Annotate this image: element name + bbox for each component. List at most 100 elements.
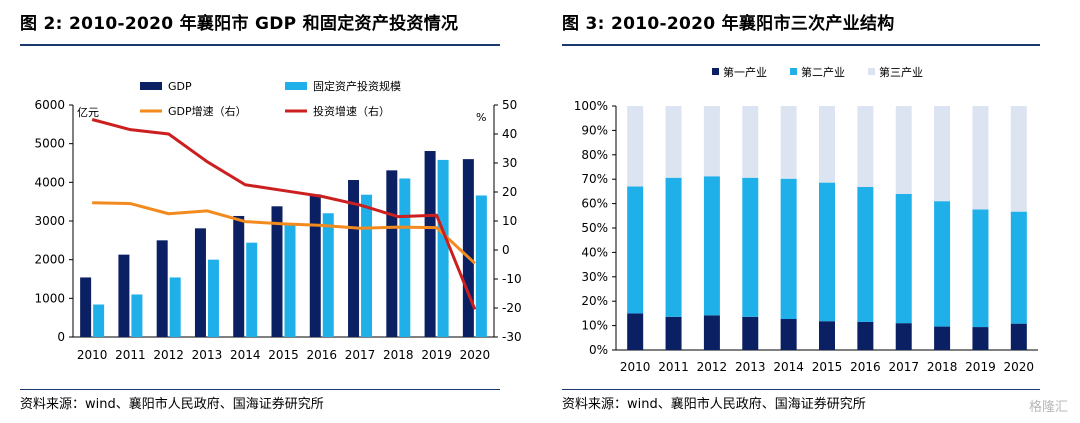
stack-segment-2-2017	[895, 193, 912, 324]
stack-segment-1-2015	[819, 321, 835, 350]
stack-segment-3-2017	[895, 106, 912, 194]
legend-swatch	[790, 68, 797, 75]
bar-gdp-2017	[348, 180, 360, 337]
right-tick-label: 20	[502, 185, 517, 199]
left-tick-label: 4000	[34, 175, 65, 189]
right-axis-unit: %	[476, 111, 486, 124]
source-rule-left	[20, 389, 500, 390]
stack-segment-1-2010	[627, 313, 644, 350]
stack-segment-3-2010	[627, 106, 644, 187]
left-tick-label: 0	[57, 330, 65, 344]
y-tick-label: 60%	[581, 197, 608, 211]
bar-gdp-2014	[233, 215, 245, 337]
right-tick-label: -30	[502, 330, 522, 344]
x-tick-label: 2014	[773, 360, 804, 374]
x-tick-label: 2016	[850, 360, 881, 374]
x-tick-label: 2020	[460, 348, 491, 362]
legend-label: 第二产业	[801, 65, 845, 79]
stack-segment-3-2013	[742, 106, 759, 178]
bar-gdp-2010	[80, 277, 92, 337]
line-gdp-growth	[92, 201, 476, 265]
bar-investment-2015	[284, 224, 296, 337]
bar-investment-2018	[399, 178, 411, 337]
right-tick-label: -10	[502, 272, 522, 286]
panel-industry-structure: 图 3: 2010-2020 年襄阳市三次产业结构 0% 10% 20% 30% 40%…	[560, 0, 1080, 423]
stack-segment-2-2018	[934, 201, 951, 327]
x-tick-label: 2013	[192, 348, 223, 362]
x-tick-label: 2010	[620, 360, 651, 374]
left-tick-label: 5000	[34, 137, 65, 151]
stack-segment-3-2019	[972, 106, 989, 210]
y-tick-label: 20%	[581, 294, 608, 308]
stack-segment-2-2014	[780, 178, 797, 320]
bar-gdp-2019	[424, 151, 436, 337]
bar-gdp-2015	[271, 206, 283, 337]
bar-investment-2012	[169, 277, 181, 337]
industry-structure-chart: 0% 10% 20% 30% 40% 50% 60% 70% 80% 90% 100% 2010 201…	[574, 65, 1038, 374]
x-tick-label: 2012	[697, 360, 728, 374]
right-tick-label: 10	[502, 214, 517, 228]
stack-segment-1-2014	[780, 319, 797, 350]
title-rule-left	[20, 44, 500, 46]
source-note-right: 资料来源：wind、襄阳市人民政府、国海证券研究所	[562, 397, 866, 412]
stack-segment-2-2011	[665, 177, 682, 317]
left-tick-label: 2000	[34, 253, 65, 267]
x-tick-label: 2015	[812, 360, 843, 374]
legend-label: 第三产业	[879, 65, 923, 79]
bar-investment-2020	[475, 195, 487, 337]
bar-investment-2017	[361, 194, 373, 337]
right-tick-label: -20	[502, 301, 522, 315]
source-note-left: 资料来源：wind、襄阳市人民政府、国海证券研究所	[20, 397, 324, 412]
stack-segment-3-2012	[703, 106, 720, 177]
legend-swatch	[868, 68, 875, 75]
stack-segment-1-2011	[665, 316, 682, 350]
y-tick-label: 40%	[581, 245, 608, 259]
right-tick-label: 30	[502, 156, 517, 170]
watermark: 格隆汇	[1028, 400, 1068, 415]
gdp-investment-chart: 0 1000 2000 3000 4000 5000 6000 -30 -20 -10 0 10 20 3…	[34, 79, 522, 362]
bar-gdp-2018	[386, 170, 398, 337]
panel-gdp-investment: 图 2: 2010-2020 年襄阳市 GDP 和固定资产投资情况 0 1000 2…	[0, 0, 522, 423]
stack-segment-2-2019	[972, 209, 989, 328]
stack-segment-1-2018	[934, 326, 951, 350]
x-tick-label: 2011	[115, 348, 146, 362]
y-tick-label: 50%	[581, 221, 608, 235]
legend-swatch	[285, 82, 307, 90]
x-tick-label: 2016	[306, 348, 337, 362]
y-tick-label: 10%	[581, 319, 608, 333]
x-tick-label: 2019	[965, 360, 996, 374]
legend-label: 固定资产投资规模	[313, 79, 401, 93]
stack-segment-2-2015	[819, 182, 835, 322]
x-tick-label: 2018	[927, 360, 958, 374]
left-tick-label: 3000	[34, 214, 65, 228]
stack-segment-3-2014	[780, 106, 797, 179]
x-tick-label: 2011	[658, 360, 689, 374]
title-rule-right	[562, 44, 1040, 46]
left-axis-unit: 亿元	[77, 106, 99, 119]
stack-segment-1-2012	[703, 315, 720, 350]
line-investment-growth	[91, 118, 477, 311]
y-tick-label: 70%	[581, 172, 608, 186]
bar-gdp-2012	[156, 240, 168, 337]
x-tick-label: 2013	[735, 360, 766, 374]
y-tick-label: 0%	[589, 343, 608, 357]
x-tick-label: 2012	[153, 348, 184, 362]
stack-segment-1-2013	[742, 316, 759, 350]
right-tick-label: 0	[502, 243, 510, 257]
bar-investment-2019	[437, 159, 449, 337]
x-tick-label: 2015	[268, 348, 299, 362]
source-rule-right	[562, 389, 1040, 390]
y-tick-label: 100%	[574, 99, 608, 113]
stack-segment-3-2018	[934, 106, 951, 202]
legend-label: 第一产业	[723, 65, 767, 79]
legend-label: GDP增速（右）	[168, 104, 247, 118]
stack-segment-3-2020	[1010, 106, 1027, 212]
bar-investment-2016	[322, 213, 334, 337]
x-tick-label: 2017	[345, 348, 376, 362]
y-tick-label: 90%	[581, 123, 608, 137]
left-tick-label: 6000	[34, 98, 65, 112]
stack-segment-2-2016	[857, 187, 874, 322]
stack-segment-1-2020	[1010, 323, 1027, 350]
x-tick-label: 2018	[383, 348, 414, 362]
legend-label: GDP	[168, 80, 192, 93]
